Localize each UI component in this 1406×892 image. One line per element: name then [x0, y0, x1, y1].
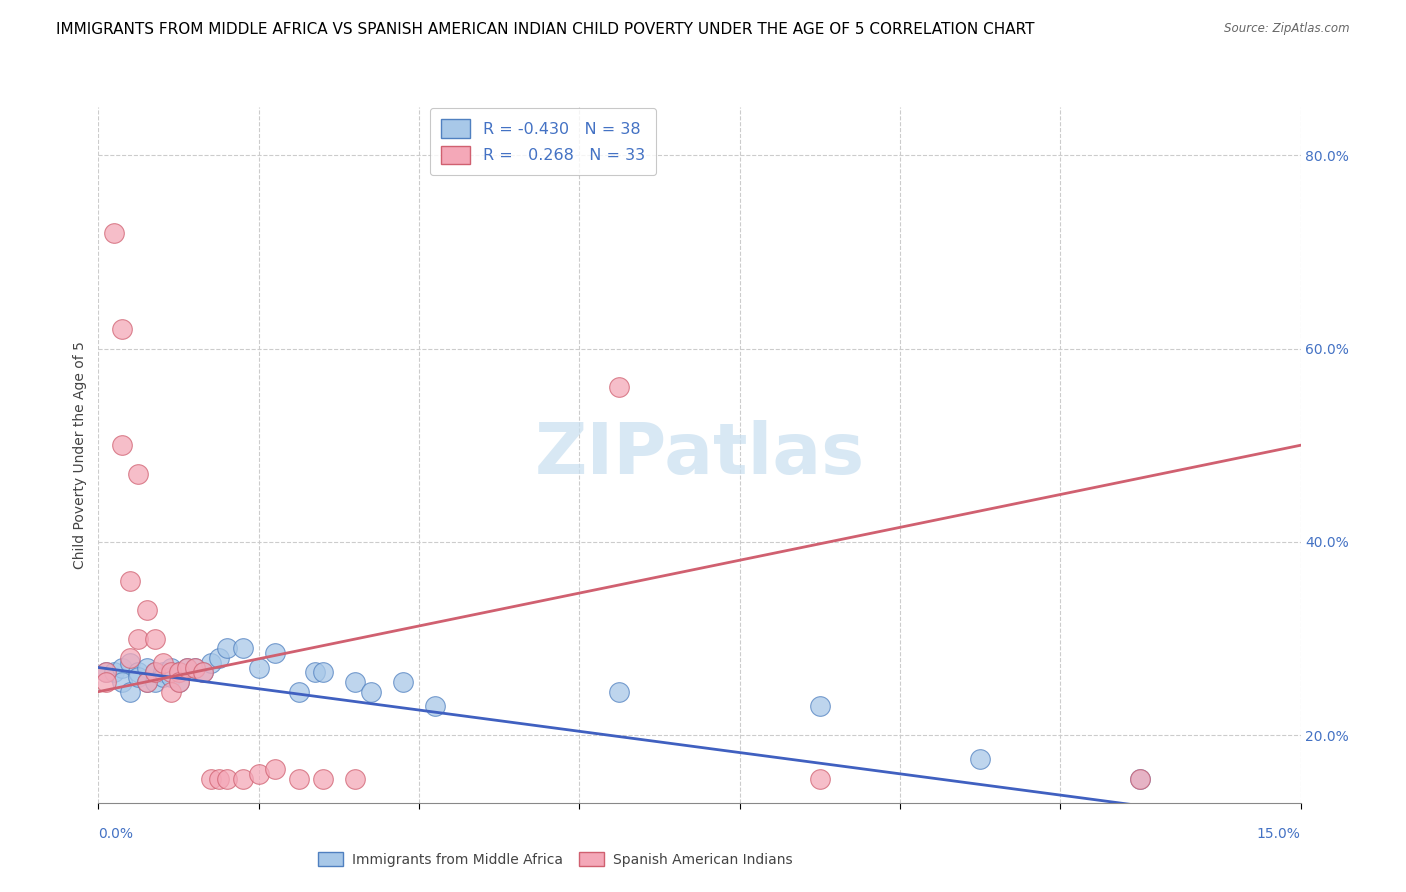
Point: [111, 675, 134, 690]
Point: [135, 675, 157, 690]
Point: [969, 752, 991, 766]
Point: [128, 467, 150, 482]
Point: [609, 380, 631, 394]
Point: [232, 641, 254, 656]
Point: [159, 670, 181, 684]
Point: [215, 772, 238, 786]
Point: [215, 641, 238, 656]
Point: [304, 665, 326, 680]
Point: [208, 772, 231, 786]
Point: [200, 772, 222, 786]
Point: [152, 656, 174, 670]
Point: [152, 670, 174, 684]
Point: [167, 675, 190, 690]
Point: [152, 665, 174, 680]
Point: [135, 602, 157, 616]
Point: [232, 772, 254, 786]
Legend: Immigrants from Middle Africa, Spanish American Indians: Immigrants from Middle Africa, Spanish A…: [312, 847, 797, 872]
Point: [176, 660, 198, 674]
Point: [200, 656, 222, 670]
Point: [167, 665, 190, 680]
Point: [247, 767, 270, 781]
Point: [103, 226, 125, 240]
Point: [167, 675, 190, 690]
Point: [135, 675, 157, 690]
Point: [191, 665, 214, 680]
Point: [159, 684, 181, 698]
Point: [808, 699, 831, 714]
Point: [263, 646, 285, 660]
Point: [96, 665, 118, 680]
Point: [96, 665, 118, 680]
Point: [143, 632, 166, 646]
Point: [120, 684, 142, 698]
Point: [143, 675, 166, 690]
Point: [135, 660, 157, 674]
Point: [392, 675, 415, 690]
Point: [143, 665, 166, 680]
Text: 15.0%: 15.0%: [1257, 827, 1301, 841]
Point: [288, 772, 311, 786]
Point: [96, 675, 118, 690]
Point: [128, 665, 150, 680]
Point: [143, 665, 166, 680]
Point: [360, 684, 382, 698]
Text: Source: ZipAtlas.com: Source: ZipAtlas.com: [1225, 22, 1350, 36]
Point: [1129, 772, 1152, 786]
Point: [1129, 772, 1152, 786]
Point: [120, 651, 142, 665]
Point: [111, 660, 134, 674]
Point: [183, 660, 205, 674]
Text: 0.0%: 0.0%: [98, 827, 134, 841]
Point: [167, 665, 190, 680]
Point: [120, 574, 142, 588]
Point: [609, 684, 631, 698]
Point: [247, 660, 270, 674]
Point: [808, 772, 831, 786]
Point: [111, 438, 134, 452]
Point: [128, 670, 150, 684]
Point: [312, 772, 335, 786]
Point: [159, 665, 181, 680]
Point: [183, 660, 205, 674]
Point: [159, 660, 181, 674]
Point: [343, 675, 366, 690]
Y-axis label: Child Poverty Under the Age of 5: Child Poverty Under the Age of 5: [73, 341, 87, 569]
Point: [263, 762, 285, 776]
Point: [423, 699, 446, 714]
Point: [312, 665, 335, 680]
Point: [288, 684, 311, 698]
Point: [343, 772, 366, 786]
Text: IMMIGRANTS FROM MIDDLE AFRICA VS SPANISH AMERICAN INDIAN CHILD POVERTY UNDER THE: IMMIGRANTS FROM MIDDLE AFRICA VS SPANISH…: [56, 22, 1035, 37]
Point: [191, 665, 214, 680]
Point: [208, 651, 231, 665]
Point: [128, 632, 150, 646]
Point: [176, 660, 198, 674]
Text: ZIPatlas: ZIPatlas: [534, 420, 865, 490]
Point: [111, 322, 134, 336]
Point: [120, 656, 142, 670]
Point: [103, 665, 125, 680]
